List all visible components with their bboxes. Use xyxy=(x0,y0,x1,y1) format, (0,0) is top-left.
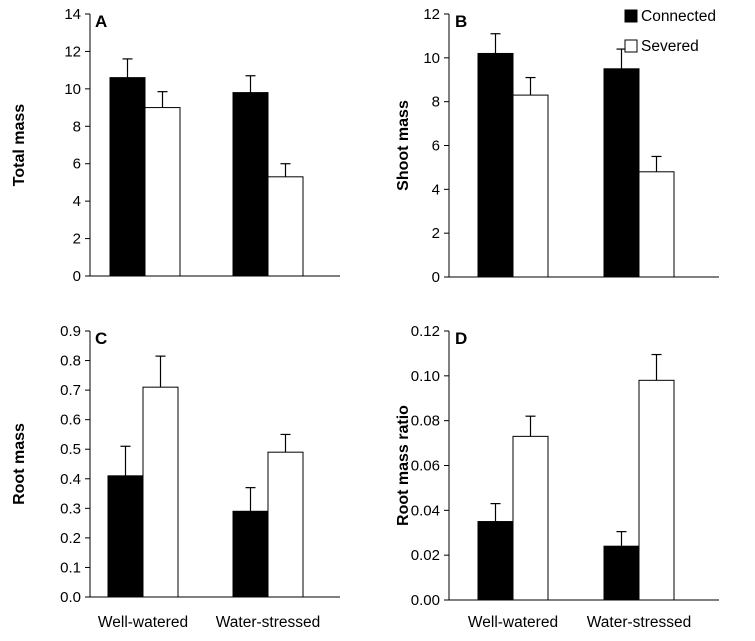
y-tick-label: 12 xyxy=(423,6,440,23)
legend-swatch xyxy=(624,39,638,53)
bar xyxy=(638,171,675,278)
y-tick-label: 0.4 xyxy=(60,471,81,488)
bar xyxy=(232,510,269,598)
y-tick-label: 0.12 xyxy=(411,323,440,340)
y-tick-label: 0.5 xyxy=(60,441,81,458)
y-tick-label: 0.00 xyxy=(411,592,440,609)
x-category-label: Water-stressed xyxy=(587,614,692,631)
bar xyxy=(107,475,144,598)
bar xyxy=(603,545,640,601)
y-tick-label: 10 xyxy=(64,81,81,98)
y-tick-label: 0.1 xyxy=(60,559,81,576)
y-tick-label: 0.10 xyxy=(411,368,440,385)
bar xyxy=(477,521,514,601)
x-category-label: Well-watered xyxy=(468,614,558,631)
legend-label: Severed xyxy=(641,38,699,55)
y-tick-label: 14 xyxy=(64,6,81,23)
bar xyxy=(512,94,549,278)
y-tick-label: 8 xyxy=(73,118,81,135)
y-axis-label: Root mass ratio xyxy=(395,405,412,526)
y-tick-label: 0 xyxy=(73,268,81,285)
y-tick-label: 12 xyxy=(64,43,81,60)
panel-label: B xyxy=(455,12,467,31)
legend: Connected Severed xyxy=(624,8,716,55)
y-tick-label: 6 xyxy=(73,156,81,173)
bar xyxy=(267,451,304,598)
y-tick-label: 0.08 xyxy=(411,413,440,430)
bar xyxy=(603,68,640,278)
bar xyxy=(109,77,146,277)
y-tick-label: 0.0 xyxy=(60,589,81,606)
y-axis-label: Root mass xyxy=(11,423,28,505)
chart-panel-d: D Root mass ratio 0.00 0.02 0.04 0.06 0.08 0.10… xyxy=(395,323,719,631)
y-tick-label: 0.04 xyxy=(411,502,440,519)
bar xyxy=(267,176,304,277)
y-tick-label: 0.2 xyxy=(60,530,81,547)
legend-label: Connected xyxy=(641,8,716,25)
y-tick-label: 0.8 xyxy=(60,353,81,370)
bar xyxy=(638,379,675,601)
y-tick-label: 0 xyxy=(432,269,440,286)
panel-label: A xyxy=(95,12,107,31)
y-axis-label: Shoot mass xyxy=(395,100,412,191)
x-category-label: Well-watered xyxy=(98,614,188,631)
chart-panel-b: B Shoot mass 0 2 4 6 8 10 12 xyxy=(395,6,719,286)
legend-swatch xyxy=(624,9,638,23)
bar xyxy=(232,92,269,277)
y-tick-label: 0.06 xyxy=(411,458,440,475)
panel-label: C xyxy=(95,329,107,348)
y-tick-label: 0.3 xyxy=(60,500,81,517)
bar xyxy=(512,435,549,601)
y-tick-label: 0.02 xyxy=(411,547,440,564)
y-axis-label: Total mass xyxy=(11,104,28,187)
panel-label: D xyxy=(455,329,467,348)
y-tick-label: 6 xyxy=(432,138,440,155)
y-tick-label: 0.9 xyxy=(60,323,81,340)
y-tick-label: 10 xyxy=(423,50,440,67)
y-tick-label: 8 xyxy=(432,94,440,111)
chart-panel-c: C Root mass 0.0 0.1 0.2 0.3 0.4 0.5 0.6 0.7 0.8 0.9… xyxy=(11,323,340,631)
y-tick-label: 2 xyxy=(432,225,440,242)
y-tick-label: 0.7 xyxy=(60,382,81,399)
y-tick-label: 4 xyxy=(432,181,440,198)
y-tick-label: 4 xyxy=(73,193,81,210)
bar xyxy=(142,386,179,598)
y-tick-label: 2 xyxy=(73,231,81,248)
x-category-label: Water-stressed xyxy=(216,614,321,631)
y-tick-label: 0.6 xyxy=(60,412,81,429)
bar xyxy=(477,52,514,278)
chart-panel-a: A Total mass 0 2 4 6 8 10 12 14 xyxy=(11,6,340,285)
bar xyxy=(144,107,181,277)
